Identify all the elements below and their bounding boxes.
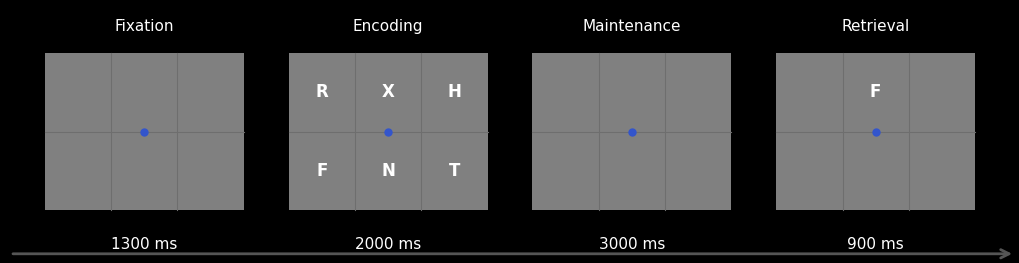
Text: H: H	[447, 83, 461, 101]
Bar	[775, 53, 974, 210]
Bar	[770, 51, 979, 212]
Text: X: X	[381, 83, 394, 101]
Text: 3000 ms: 3000 ms	[598, 237, 664, 252]
Text: Maintenance: Maintenance	[582, 19, 681, 34]
Bar	[532, 53, 731, 210]
Text: N: N	[381, 162, 394, 180]
Text: T: T	[448, 162, 460, 180]
Text: 2000 ms: 2000 ms	[355, 237, 421, 252]
Text: R: R	[315, 83, 328, 101]
Bar	[40, 51, 249, 212]
Text: Encoding: Encoding	[353, 19, 423, 34]
Text: Fixation: Fixation	[114, 19, 174, 34]
Text: 900 ms: 900 ms	[847, 237, 903, 252]
Bar	[283, 51, 492, 212]
Text: F: F	[869, 83, 880, 101]
Text: F: F	[316, 162, 327, 180]
Bar	[527, 51, 736, 212]
Bar	[45, 53, 244, 210]
Text: 1300 ms: 1300 ms	[111, 237, 177, 252]
Text: Retrieval: Retrieval	[841, 19, 909, 34]
Bar	[288, 53, 487, 210]
